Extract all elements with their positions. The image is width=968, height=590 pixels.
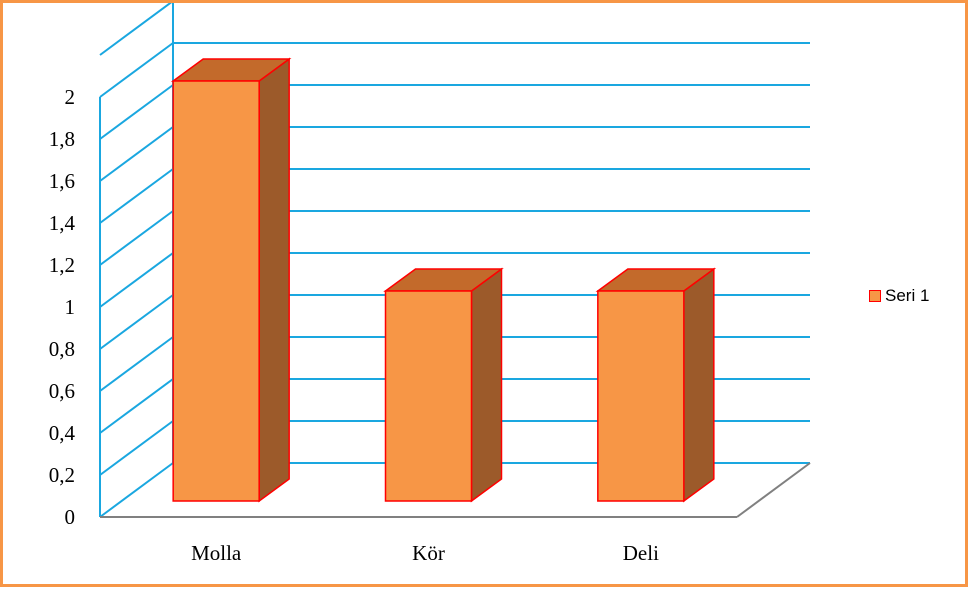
gridline-side-3	[100, 337, 173, 391]
gridline-side-9	[100, 85, 173, 139]
legend: Seri 1	[869, 286, 929, 306]
y-tick-label-5: 1	[65, 295, 76, 319]
gridline-side-11	[100, 3, 173, 55]
y-tick-label-1: 0,2	[49, 463, 75, 487]
y-tick-label-8: 1,6	[49, 169, 75, 193]
bar-chart-3d: 0 0,2 0,4 0,6 0,8 1 1,2 1,4 1,6 1,8 2 Molla Kör Deli	[3, 3, 968, 590]
gridline-side-1	[100, 421, 173, 475]
y-tick-label-10: 2	[65, 85, 76, 109]
bar-molla	[173, 59, 289, 501]
y-tick-label-7: 1,4	[49, 211, 76, 235]
gridline-side-10	[100, 43, 173, 97]
y-tick-label-9: 1,8	[49, 127, 75, 151]
y-tick-label-0: 0	[65, 505, 76, 529]
gridline-side-5	[100, 253, 173, 307]
bar-side-face	[684, 269, 714, 501]
bar-side-face	[472, 269, 502, 501]
x-category-label-1: Kör	[412, 541, 445, 565]
legend-swatch-seri-1	[869, 290, 881, 302]
y-tick-label-2: 0,4	[49, 421, 76, 445]
gridline-side-8	[100, 127, 173, 181]
bar-front-face	[598, 291, 684, 501]
y-tick-label-4: 0,8	[49, 337, 75, 361]
bar-front-face	[173, 81, 259, 501]
legend-label-seri-1: Seri 1	[885, 286, 929, 306]
x-category-label-2: Deli	[623, 541, 659, 565]
gridline-side-7	[100, 169, 173, 223]
x-category-label-0: Molla	[191, 541, 242, 565]
bar-layer	[173, 59, 714, 501]
y-tick-label-6: 1,2	[49, 253, 75, 277]
floor-right-edge	[737, 463, 810, 517]
y-tick-label-3: 0,6	[49, 379, 75, 403]
bar-deli	[598, 269, 714, 501]
gridline-side-6	[100, 211, 173, 265]
gridline-side-4	[100, 295, 173, 349]
gridline-side-2	[100, 379, 173, 433]
bar-front-face	[386, 291, 472, 501]
label-layer: 0 0,2 0,4 0,6 0,8 1 1,2 1,4 1,6 1,8 2 Molla Kör Deli	[49, 85, 659, 565]
bar-side-face	[259, 59, 289, 501]
bar-k-r	[386, 269, 502, 501]
floor-left-edge	[100, 463, 173, 517]
